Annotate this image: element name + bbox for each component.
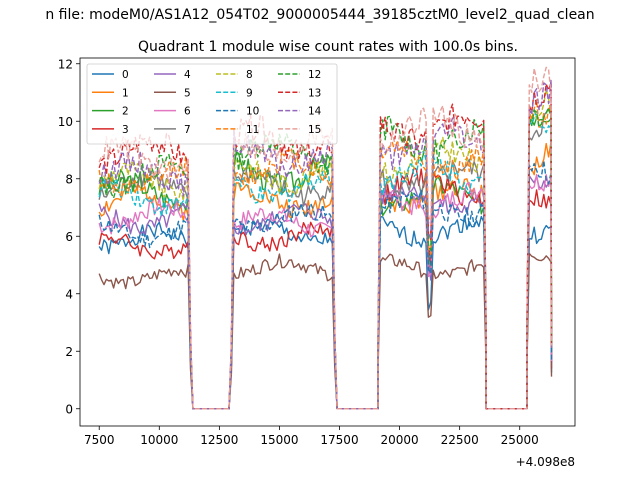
legend-label-2: 2 — [122, 106, 129, 118]
legend-label-9: 9 — [246, 87, 253, 99]
x-tick-label: 20000 — [380, 433, 418, 447]
legend-label-8: 8 — [246, 69, 253, 81]
x-tick-label: 12500 — [200, 433, 238, 447]
x-tick-label: 25000 — [501, 433, 539, 447]
y-tick-label: 8 — [65, 172, 73, 186]
legend-label-15: 15 — [308, 124, 321, 136]
y-tick-label: 0 — [65, 402, 73, 416]
legend-label-5: 5 — [184, 87, 191, 99]
legend-frame — [86, 63, 338, 145]
y-axis: 0 2 4 6 8 10 12 — [58, 57, 80, 416]
x-tick-label: 22500 — [441, 433, 479, 447]
x-axis-offset-label: +4.098e8 — [516, 455, 575, 469]
plot-area-frame — [79, 57, 576, 427]
y-tick-label: 2 — [65, 345, 73, 359]
legend-label-14: 14 — [308, 106, 322, 118]
legend-label-7: 7 — [184, 124, 191, 136]
x-tick-label: 15000 — [260, 433, 298, 447]
x-tick-label: 17500 — [320, 433, 358, 447]
series-line-6 — [98, 173, 553, 410]
legend-label-3: 3 — [122, 124, 129, 136]
series-line-12 — [98, 107, 553, 410]
legend-label-10: 10 — [246, 106, 259, 118]
legend-label-1: 1 — [122, 87, 129, 99]
series-line-13 — [98, 81, 553, 410]
legend-label-6: 6 — [184, 106, 191, 118]
series-line-4 — [98, 175, 553, 410]
legend-label-12: 12 — [308, 69, 321, 81]
x-tick-label: 7500 — [84, 433, 115, 447]
series-line-9 — [98, 110, 553, 410]
x-tick-label: 10000 — [140, 433, 178, 447]
series-line-0 — [98, 215, 553, 410]
y-tick-label: 12 — [58, 57, 73, 71]
legend-label-0: 0 — [122, 69, 129, 81]
series-line-5 — [98, 252, 553, 410]
legend-label-4: 4 — [184, 69, 191, 81]
chart-title: Quadrant 1 module wise count rates with … — [138, 39, 518, 55]
figure-suptitle: n file: modeM0/AS1A12_054T02_9000005444_… — [45, 7, 594, 23]
legend-label-11: 11 — [246, 124, 259, 136]
legend-label-13: 13 — [308, 87, 321, 99]
series-line-3 — [98, 167, 553, 410]
series-line-14 — [98, 79, 553, 410]
y-tick-label: 4 — [65, 287, 73, 301]
y-tick-label: 6 — [65, 230, 73, 244]
series-layer — [98, 66, 553, 410]
y-tick-label: 10 — [58, 115, 73, 129]
series-line-10 — [98, 160, 553, 410]
x-axis: 7500 10000 12500 15000 17500 20000 22500 25000 — [84, 426, 539, 447]
series-line-11 — [98, 99, 553, 410]
